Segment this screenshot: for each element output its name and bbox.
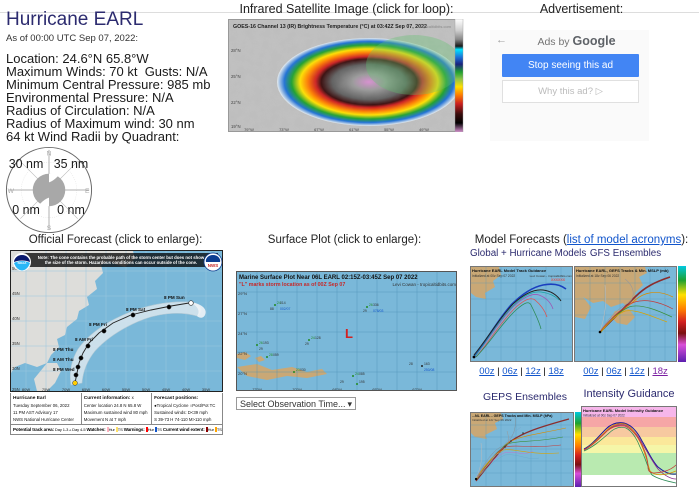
svg-text:24°N: 24°N bbox=[238, 331, 247, 336]
svg-text:68°W: 68°W bbox=[332, 388, 342, 391]
svg-text:45N: 45N bbox=[12, 291, 20, 296]
svg-text:078/03: 078/03 bbox=[373, 309, 383, 313]
svg-text:20°N: 20°N bbox=[238, 371, 247, 376]
svg-text:35W: 35W bbox=[202, 387, 210, 392]
svg-text:70W: 70W bbox=[62, 387, 70, 392]
svg-text:29: 29 bbox=[363, 309, 367, 313]
svg-text:65W: 65W bbox=[82, 387, 90, 392]
svg-text:250/08: 250/08 bbox=[424, 368, 434, 372]
svg-text:002/07: 002/07 bbox=[280, 307, 290, 311]
svg-text:40W: 40W bbox=[182, 387, 190, 392]
svg-text:70°W: 70°W bbox=[292, 388, 302, 391]
svg-text:55°W: 55°W bbox=[384, 127, 394, 132]
svg-text:79°W: 79°W bbox=[244, 127, 254, 132]
svg-text:22°N: 22°N bbox=[231, 100, 241, 105]
svg-text:75W: 75W bbox=[42, 387, 50, 392]
svg-text:29: 29 bbox=[259, 347, 263, 351]
svg-text:163: 163 bbox=[424, 362, 430, 366]
svg-text:Levi Cowan - tropicaltidbits.c: Levi Cowan - tropicaltidbits.com bbox=[392, 282, 456, 287]
svg-text:GOES-16 Channel 13 (IR) Bright: GOES-16 Channel 13 (IR) Brightness Tempe… bbox=[233, 24, 427, 30]
svg-text:the size of the storm. Hazardo: the size of the storm. Hazardous conditi… bbox=[45, 260, 197, 265]
svg-text:8 PM Sun: 8 PM Sun bbox=[164, 295, 185, 300]
svg-text:Marine Surface Plot Near 06L E: Marine Surface Plot Near 06L EARL 02:15Z… bbox=[239, 275, 418, 281]
svg-text:XXXXXX: XXXXXX bbox=[551, 278, 566, 282]
svg-text:80W: 80W bbox=[22, 387, 30, 392]
svg-text:Initialized at 00z Sep 07 2022: Initialized at 00z Sep 07 2022 bbox=[583, 414, 625, 418]
svg-text:67°W: 67°W bbox=[314, 127, 324, 132]
svg-text:50W: 50W bbox=[142, 387, 150, 392]
svg-text:29°N: 29°N bbox=[238, 291, 247, 296]
svg-text:22°N: 22°N bbox=[238, 351, 247, 356]
svg-text:49°W: 49°W bbox=[419, 127, 429, 132]
svg-text:L: L bbox=[345, 326, 353, 341]
svg-text:N: N bbox=[47, 151, 52, 158]
svg-text:E: E bbox=[85, 188, 90, 195]
svg-text:30 nm: 30 nm bbox=[9, 157, 44, 171]
svg-text:128: 128 bbox=[315, 336, 321, 340]
svg-text:193: 193 bbox=[263, 341, 269, 345]
svg-text:11 PM Tue: 11 PM Tue bbox=[81, 391, 104, 392]
svg-text:35 nm: 35 nm bbox=[54, 157, 89, 171]
svg-text:085: 085 bbox=[359, 372, 365, 376]
svg-text:Hurricane EARL Model Track Gui: Hurricane EARL Model Track Guidance bbox=[472, 268, 547, 273]
svg-text:65°W: 65°W bbox=[372, 388, 382, 391]
svg-text:28: 28 bbox=[409, 362, 413, 366]
svg-text:25N: 25N bbox=[12, 387, 20, 392]
svg-text:29: 29 bbox=[305, 342, 309, 346]
svg-text:88: 88 bbox=[270, 307, 274, 311]
svg-text:Initialized at 12z Sep 06 2022: Initialized at 12z Sep 06 2022 bbox=[472, 418, 512, 422]
svg-text:29: 29 bbox=[340, 380, 344, 384]
svg-text:73°W: 73°W bbox=[279, 127, 289, 132]
svg-text:tropicaltidbits.com: tropicaltidbits.com bbox=[419, 24, 452, 29]
svg-text:059: 059 bbox=[273, 353, 279, 357]
svg-text:30N: 30N bbox=[12, 366, 20, 371]
svg-text:8 PM Fri: 8 PM Fri bbox=[89, 322, 107, 327]
svg-text:35N: 35N bbox=[12, 341, 20, 346]
svg-text:55W: 55W bbox=[122, 387, 130, 392]
svg-text:195: 195 bbox=[359, 380, 365, 384]
svg-text:8 PM Thu: 8 PM Thu bbox=[53, 347, 74, 352]
svg-text:NOAA: NOAA bbox=[18, 261, 28, 265]
svg-text:Initialized at 18z Sep 06 2022: Initialized at 18z Sep 06 2022 bbox=[576, 274, 619, 278]
svg-text:0 nm: 0 nm bbox=[12, 203, 40, 217]
svg-text:Hurricane EARL Model Intensity: Hurricane EARL Model Intensity Guidance bbox=[583, 408, 664, 413]
svg-text:8 PM Wed: 8 PM Wed bbox=[53, 367, 75, 372]
svg-text:27°N: 27°N bbox=[238, 311, 247, 316]
svg-text:S: S bbox=[47, 225, 52, 232]
svg-text:W: W bbox=[8, 188, 15, 195]
svg-text:NWS: NWS bbox=[208, 263, 219, 268]
svg-text:014: 014 bbox=[280, 301, 286, 305]
svg-text:25°N: 25°N bbox=[231, 74, 241, 79]
svg-text:"L" marks storm location as of: "L" marks storm location as of 00Z Sep 0… bbox=[239, 282, 345, 288]
svg-text:8 AM Thu: 8 AM Thu bbox=[53, 357, 74, 362]
svg-text:0 nm: 0 nm bbox=[57, 203, 85, 217]
svg-text:62°W: 62°W bbox=[412, 388, 422, 391]
svg-text:19°N: 19°N bbox=[231, 124, 241, 129]
svg-text:73°W: 73°W bbox=[252, 388, 262, 391]
svg-text:Hurricane EARL, GEFS Tracks &: Hurricane EARL, GEFS Tracks & Min. MSLP … bbox=[576, 268, 669, 273]
svg-text:61°W: 61°W bbox=[349, 127, 359, 132]
svg-text:28°N: 28°N bbox=[231, 48, 241, 53]
svg-text:8 AM Fri: 8 AM Fri bbox=[75, 337, 93, 342]
svg-text:Initialized at 00z Sep 07 2022: Initialized at 00z Sep 07 2022 bbox=[472, 274, 515, 278]
svg-text:45W: 45W bbox=[162, 387, 170, 392]
svg-text:030: 030 bbox=[300, 368, 306, 372]
svg-text:8 PM Sat: 8 PM Sat bbox=[126, 307, 146, 312]
svg-text:40N: 40N bbox=[12, 316, 20, 321]
svg-text:60W: 60W bbox=[102, 387, 110, 392]
svg-text:336: 336 bbox=[373, 303, 379, 307]
